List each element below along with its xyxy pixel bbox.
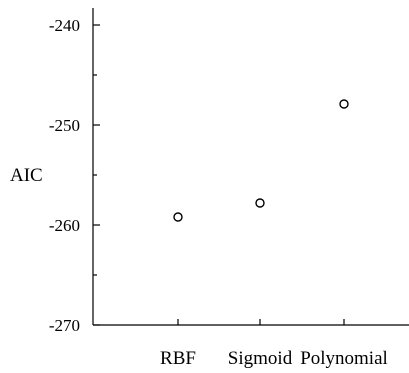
- y-tick-label: -260: [49, 216, 80, 235]
- y-ticks: [93, 24, 100, 326]
- x-ticks: [177, 319, 345, 325]
- y-tick-labels: -240 -250 -260 -270: [49, 16, 80, 335]
- y-tick-label: -240: [49, 16, 80, 35]
- y-axis-label: AIC: [10, 165, 43, 186]
- x-category-labels: RBF Sigmoid Polynomial: [160, 348, 388, 369]
- y-tick-label: -250: [49, 116, 80, 135]
- data-point: [255, 198, 265, 208]
- x-category-label: RBF: [160, 348, 196, 369]
- data-point: [339, 99, 349, 109]
- x-category-label: Sigmoid: [228, 348, 293, 369]
- data-point: [173, 212, 183, 222]
- y-tick-label: -270: [49, 316, 80, 335]
- axes: [92, 8, 409, 326]
- data-points: [173, 99, 349, 222]
- x-category-label: Polynomial: [300, 348, 388, 369]
